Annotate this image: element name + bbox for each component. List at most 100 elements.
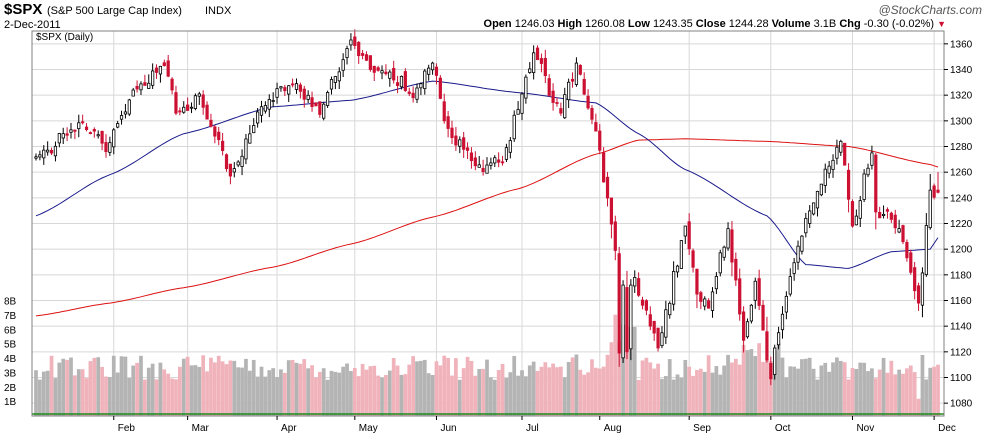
candle-body: [508, 140, 512, 153]
candle-body: [489, 162, 493, 166]
volume-bar: [279, 369, 283, 416]
candle-body: [127, 99, 131, 115]
candle-body: [123, 111, 128, 115]
volume-bar: [391, 357, 396, 416]
candle-body: [116, 123, 120, 128]
volume-bar: [282, 372, 287, 416]
candle-body: [283, 87, 287, 92]
volume-bar: [154, 379, 159, 416]
candle-body: [586, 95, 590, 109]
candle-body: [726, 228, 730, 249]
volume-bar: [854, 368, 859, 416]
volume-bar: [928, 367, 933, 416]
price-axis: 1080 1100 1120 1140 1160 1180 1200 1220 1240 1260…: [944, 39, 973, 410]
candle-body: [858, 200, 862, 219]
candle-body: [310, 97, 314, 107]
volume-bar: [640, 360, 645, 416]
candle-body: [578, 64, 582, 75]
candle-body: [427, 67, 431, 75]
candle-body: [147, 82, 151, 89]
volume-bar: [885, 372, 890, 416]
volume-bar: [220, 361, 225, 416]
candle-body: [158, 65, 163, 75]
volume-bar: [352, 367, 357, 416]
candle-body: [458, 139, 462, 147]
price-tick-label: 1140: [950, 322, 972, 333]
candle-body: [497, 159, 501, 163]
volume-bar: [827, 371, 832, 416]
candle-body: [380, 70, 384, 74]
candle-body: [761, 304, 765, 331]
volume-bar: [862, 362, 866, 416]
candle-body: [920, 272, 925, 306]
candle-body: [298, 84, 302, 92]
volume-bar: [181, 358, 186, 416]
candle-body: [874, 154, 878, 213]
candle-body: [753, 280, 757, 301]
volume-bar: [815, 379, 820, 416]
candle-body: [567, 81, 571, 101]
candle-body: [555, 102, 559, 104]
ma200-layer: [35, 138, 939, 317]
candle-body: [916, 285, 921, 304]
candle-body: [314, 102, 318, 107]
volume-bar: [516, 375, 520, 416]
candle-body: [672, 271, 676, 305]
volume-bar: [349, 371, 353, 416]
candle-body: [473, 157, 477, 167]
volume-bars: [32, 314, 944, 416]
volume-bar: [601, 366, 606, 416]
candle-body: [679, 240, 684, 269]
volume-bar: [901, 373, 905, 416]
volume-bar: [671, 379, 676, 416]
chg-label: Chg: [839, 18, 861, 30]
volume-bar: [737, 364, 742, 416]
volume-bar: [372, 365, 377, 416]
open-label: Open: [483, 18, 512, 30]
volume-bar: [461, 368, 466, 416]
candle-body: [909, 252, 913, 273]
volume-bar: [492, 379, 497, 416]
month-label: Jun: [440, 423, 456, 434]
volume-bar: [61, 358, 66, 416]
volume-tick-label: 2B: [4, 383, 17, 394]
volume-bar: [819, 365, 824, 416]
volume-bar: [586, 372, 590, 416]
candle-body: [714, 276, 718, 290]
volume-bar: [123, 356, 128, 416]
volume-bar: [691, 375, 695, 416]
volume-bar: [768, 360, 773, 416]
volume-bar: [321, 368, 326, 416]
volume-bar: [387, 370, 392, 416]
volume-bar: [376, 375, 381, 416]
candle-body: [734, 258, 738, 281]
volume-bar: [481, 368, 485, 416]
volume-bar: [142, 379, 147, 416]
volume-bar: [96, 357, 101, 416]
volume-bar: [621, 324, 625, 416]
symbol-title: $SPX: [4, 1, 43, 18]
volume-bar: [185, 356, 190, 416]
candle-body: [924, 225, 928, 276]
index-name: (S&P 500 Large Cap Index): [47, 5, 182, 17]
candle-body: [668, 302, 672, 316]
volume-bar: [617, 341, 622, 416]
candle-body: [815, 190, 820, 209]
candle-body: [322, 103, 326, 119]
volume-bar: [811, 368, 816, 416]
candle-body: [407, 91, 411, 94]
month-label: Mar: [192, 423, 210, 434]
candle-body: [500, 161, 505, 164]
candle-body: [559, 108, 563, 114]
candle-body: [232, 168, 236, 173]
candlestick-series: [34, 29, 940, 386]
volume-bar: [590, 359, 594, 416]
volume-bar: [247, 370, 252, 416]
volume-bar: [613, 314, 618, 416]
volume-tick-label: 8B: [4, 297, 17, 308]
candle-body: [605, 176, 610, 199]
volume-bar: [255, 376, 260, 416]
candle-body: [197, 93, 201, 97]
volume-bar: [135, 362, 139, 416]
volume-bar: [419, 360, 423, 416]
